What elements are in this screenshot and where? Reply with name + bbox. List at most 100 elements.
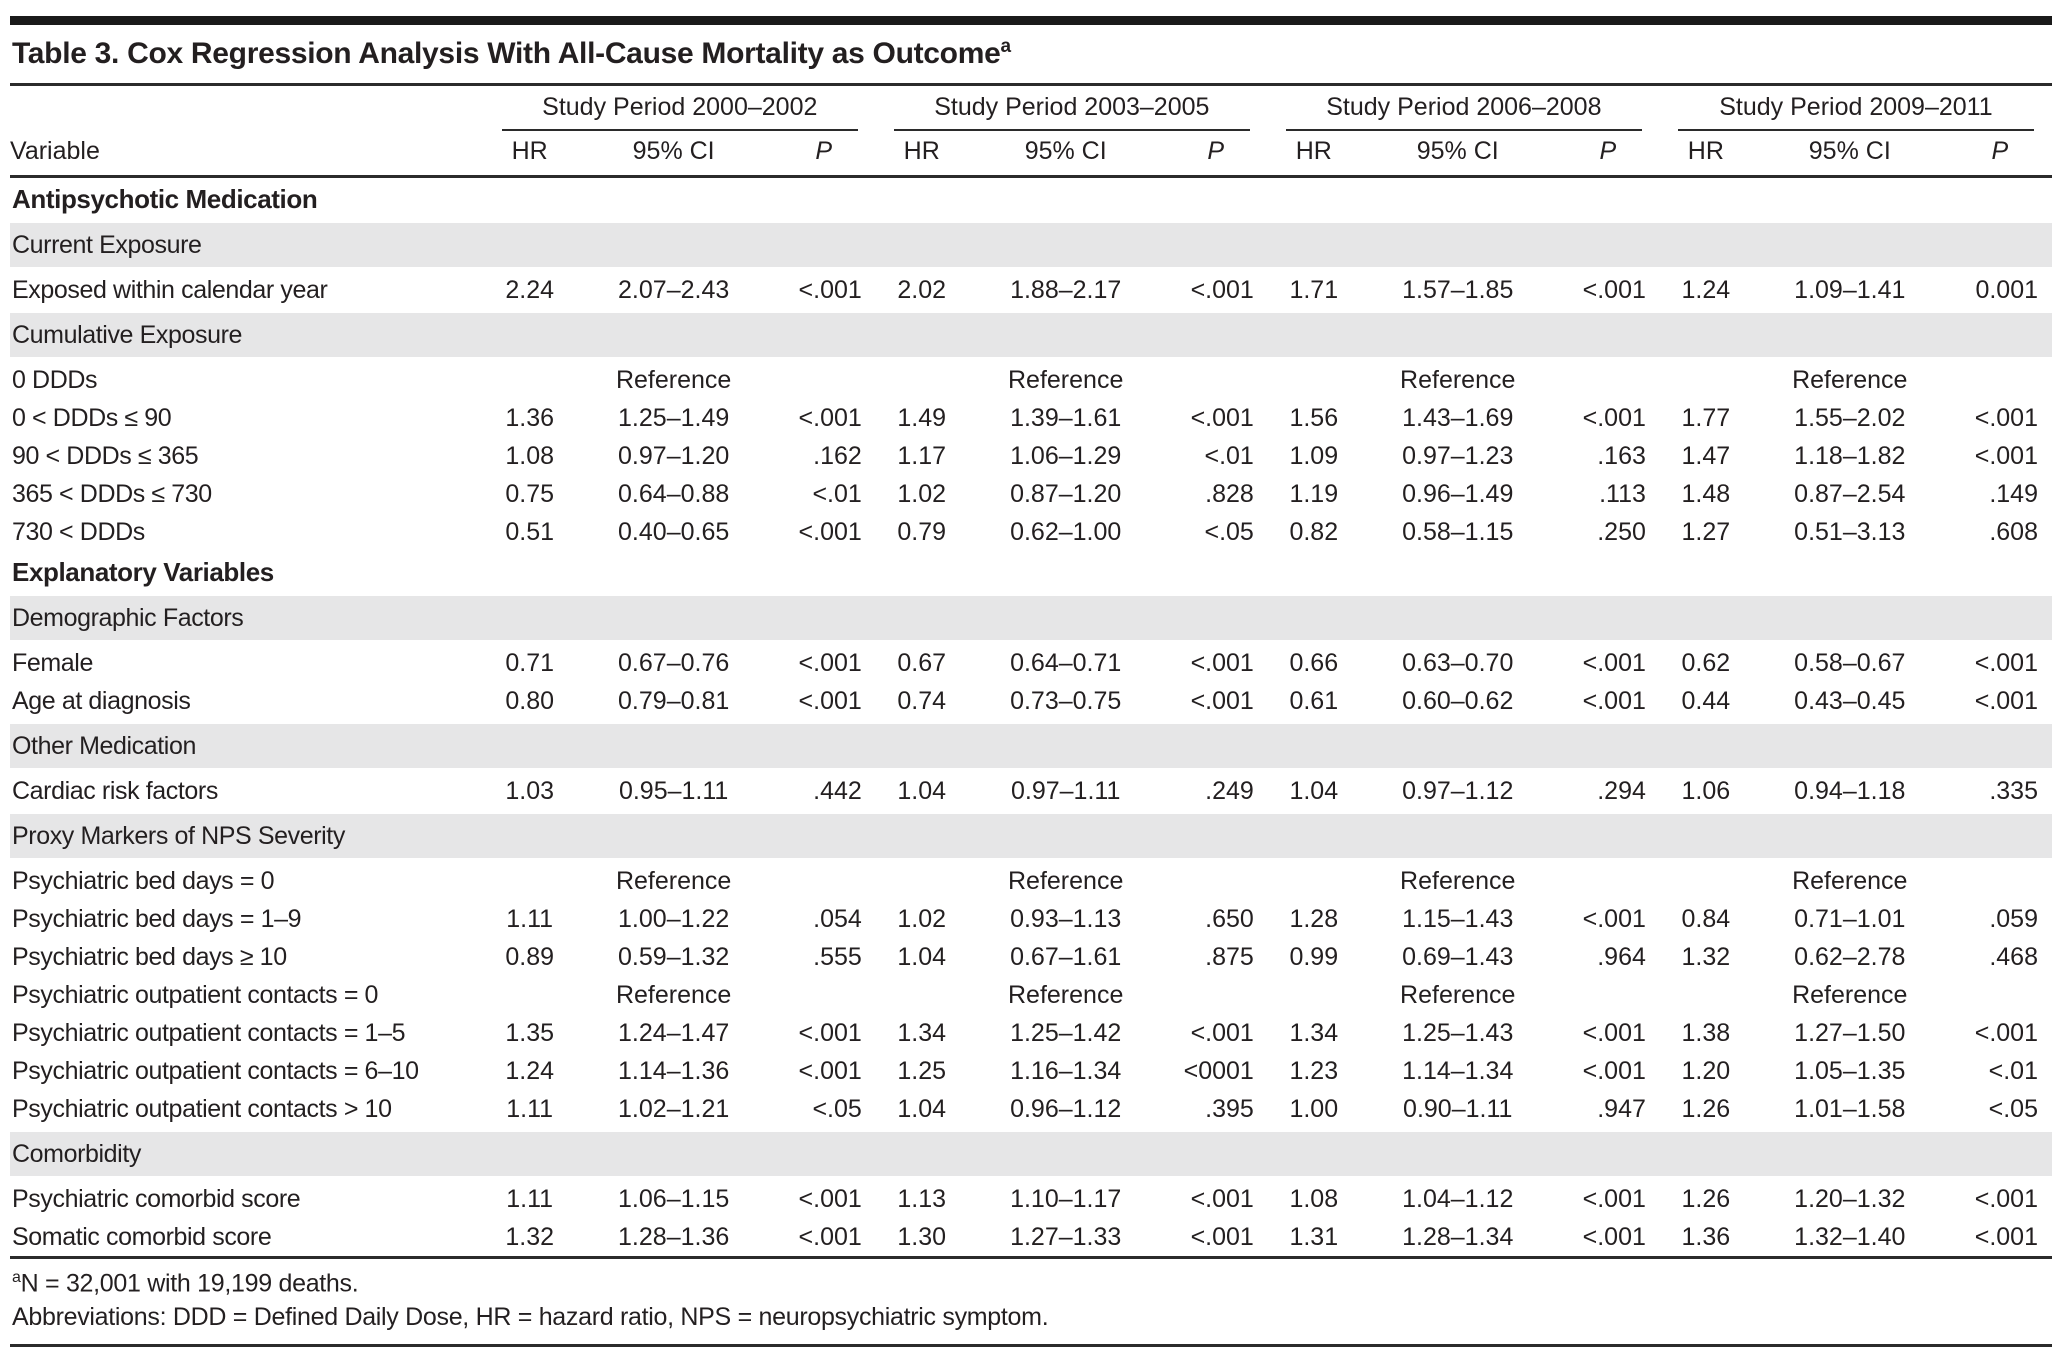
- hr-value: 1.11: [506, 905, 554, 934]
- hr-value: 0.75: [505, 480, 555, 509]
- p-value: .650: [1205, 905, 1254, 934]
- hr-value: 1.11: [506, 1185, 554, 1214]
- p-value: <.001: [1974, 1019, 2038, 1048]
- reference-value: Reference: [1400, 981, 1516, 1010]
- ci-header: 95% CI: [1751, 131, 1948, 178]
- p-value: <.001: [1582, 276, 1646, 305]
- hr-value: 0.62: [1681, 649, 1731, 678]
- section-label: Current Exposure: [10, 219, 2052, 272]
- ci-value: 0.43–0.45: [1794, 687, 1906, 716]
- footnote-sample-size: aN = 32,001 with 19,199 deaths.: [12, 1267, 2050, 1300]
- ci-value: 0.95–1.11: [618, 777, 729, 806]
- p-value: .054: [813, 905, 862, 934]
- ci-value: 0.69–1.43: [1402, 943, 1514, 972]
- variable-label: 730 < DDDs: [12, 518, 145, 547]
- p-value: .468: [1989, 943, 2038, 972]
- variable-column-spacer: [10, 86, 484, 131]
- section-row: Antipsychotic Medication: [10, 177, 2052, 222]
- table-row: Psychiatric bed days = 1–9 1.11 1.00–1.22.…: [10, 900, 2052, 938]
- hr-value: [1660, 860, 1752, 900]
- p-value: <.001: [1974, 404, 2038, 433]
- table-row: Psychiatric comorbid score 1.11 1.06–1.15 <…: [10, 1178, 2052, 1218]
- table-row: Psychiatric outpatient contacts = 0 Refer…: [10, 976, 2052, 1014]
- p-value: .162: [813, 442, 862, 471]
- hr-header: HR: [1659, 131, 1752, 178]
- variable-label: Psychiatric outpatient contacts = 6–10: [12, 1057, 419, 1086]
- ci-value: 0.87–1.20: [1010, 480, 1122, 509]
- reference-value: Reference: [615, 867, 732, 896]
- ci-value: 1.16–1.34: [1010, 1057, 1122, 1086]
- ci-value: 0.79–0.81: [618, 687, 730, 716]
- ci-value: 0.60–0.62: [1402, 687, 1514, 716]
- hr-header: HR: [483, 131, 576, 178]
- ci-value: 1.10–1.17: [1010, 1185, 1122, 1214]
- ci-value: 1.24–1.47: [618, 1019, 730, 1048]
- hr-value: 0.89: [505, 943, 555, 972]
- ci-value: 1.28–1.34: [1402, 1223, 1514, 1252]
- p-value: [1164, 359, 1268, 399]
- footnote-abbreviations: Abbreviations: DDD = Defined Daily Dose,…: [12, 1302, 1049, 1331]
- reference-value: Reference: [1792, 366, 1908, 395]
- p-value: <.001: [1974, 1185, 2038, 1214]
- p-value: <.001: [1974, 442, 2038, 471]
- p-value: <.001: [798, 1185, 862, 1214]
- p-value: <.001: [798, 1019, 862, 1048]
- p-value: <.001: [1582, 1185, 1646, 1214]
- p-header: P: [1947, 131, 2052, 178]
- ci-value: 0.64–0.71: [1010, 649, 1122, 678]
- hr-value: 1.13: [897, 1185, 947, 1214]
- p-header: P: [771, 131, 876, 178]
- hr-header: HR: [875, 131, 968, 178]
- ci-value: 0.97–1.11: [1011, 777, 1121, 806]
- ci-value: 1.25–1.42: [1010, 1019, 1122, 1048]
- hr-value: [484, 976, 576, 1014]
- variable-header: Variable: [10, 131, 484, 178]
- period-group-label: Study Period 2006–2008: [1285, 92, 1642, 131]
- hr-value: 0.82: [1289, 518, 1339, 547]
- table-title: Table 3. Cox Regression Analysis With Al…: [10, 25, 2052, 86]
- ci-value: 1.06–1.15: [618, 1185, 730, 1214]
- top-rule: [10, 16, 2052, 25]
- p-value: <.01: [812, 480, 862, 509]
- hr-value: 0.84: [1681, 905, 1731, 934]
- table-title-footnote-marker: a: [1000, 36, 1011, 57]
- reference-value: Reference: [1008, 867, 1124, 896]
- ci-value: 0.58–0.67: [1794, 649, 1906, 678]
- p-value: .113: [1599, 480, 1646, 509]
- subsection-row: Comorbidity: [10, 1128, 2052, 1181]
- p-value: <.01: [1204, 442, 1254, 471]
- variable-label: 365 < DDDs ≤ 730: [12, 480, 212, 509]
- table-row: 0 < DDDs ≤ 90 1.36 1.25–1.49 <.001 1.49 1.39–…: [10, 399, 2052, 437]
- hr-value: 1.27: [1681, 518, 1731, 547]
- p-value: [1948, 860, 2052, 900]
- section-label: Cumulative Exposure: [10, 309, 2052, 362]
- hr-value: 1.36: [505, 404, 555, 433]
- hr-header: HR: [1267, 131, 1360, 178]
- p-value: <.001: [798, 687, 862, 716]
- table-row: Age at diagnosis 0.80 0.79–0.81 <.001 0.74 0.…: [10, 682, 2052, 722]
- footnotes: aN = 32,001 with 19,199 deaths. Abbrevia…: [10, 1256, 2052, 1347]
- p-value: <.001: [1190, 1223, 1254, 1252]
- p-value: .608: [1989, 518, 2038, 547]
- ci-value: 1.04–1.12: [1402, 1185, 1514, 1214]
- p-value: <.01: [1988, 1057, 2038, 1086]
- ci-value: 0.58–1.15: [1402, 518, 1514, 547]
- subsection-row: Current Exposure: [10, 219, 2052, 272]
- ci-value: 0.67–1.61: [1010, 943, 1122, 972]
- hr-value: 0.67: [897, 649, 947, 678]
- hr-value: 1.00: [1289, 1095, 1339, 1124]
- variable-label: 0 < DDDs ≤ 90: [12, 404, 172, 433]
- hr-value: 0.74: [897, 687, 947, 716]
- hr-value: 1.32: [505, 1223, 555, 1252]
- hr-value: 0.61: [1289, 687, 1339, 716]
- p-value: .395: [1205, 1095, 1254, 1124]
- p-value: <.001: [1974, 687, 2038, 716]
- ci-value: 1.57–1.85: [1402, 276, 1514, 305]
- p-value: .555: [813, 943, 862, 972]
- p-value: .947: [1597, 1095, 1646, 1124]
- ci-value: 0.96–1.12: [1010, 1095, 1122, 1124]
- ci-value: 1.27–1.50: [1794, 1019, 1906, 1048]
- p-value: [1948, 976, 2052, 1014]
- hr-value: 1.08: [1289, 1185, 1339, 1214]
- subsection-row: Proxy Markers of NPS Severity: [10, 810, 2052, 863]
